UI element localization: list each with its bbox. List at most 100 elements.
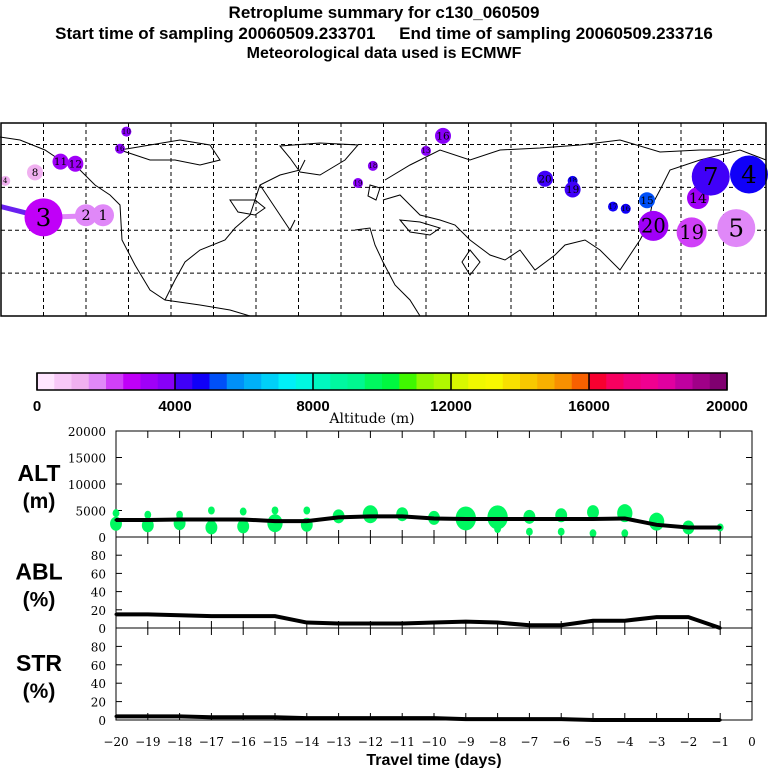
plume-circle	[717, 209, 756, 248]
colorbar-swatch	[571, 373, 590, 390]
altitude-blob	[205, 520, 218, 535]
x-tick-label: −16	[231, 735, 256, 749]
plume-point: 16	[620, 203, 631, 214]
x-tick-label: 0	[748, 735, 756, 749]
colorbar-swatch	[382, 373, 400, 390]
altitude-blob	[237, 519, 250, 534]
plume-day-label: 19	[566, 184, 579, 196]
coastline	[354, 227, 421, 317]
met-data-line: Meteorological data used is ECMWF	[246, 45, 522, 62]
data-point	[178, 518, 182, 522]
plume-circle	[0, 175, 11, 186]
data-point	[178, 613, 182, 617]
altitude-blob	[589, 529, 597, 538]
data-point	[305, 621, 309, 625]
plume-day-label: 10	[122, 128, 131, 136]
plume-circle	[639, 192, 655, 209]
plume-circle	[608, 201, 618, 212]
plume-point: 20	[537, 170, 553, 187]
colorbar-swatch	[54, 373, 72, 390]
plume-circle	[676, 217, 707, 248]
plume-point: 10	[121, 126, 132, 137]
coastline	[164, 159, 306, 301]
data-point	[146, 612, 150, 616]
data-point	[496, 621, 500, 625]
x-tick-label: −17	[199, 735, 224, 749]
panel-abl: 0 20 40 60 80 ABL (%)	[15, 536, 753, 636]
plume-point: 7	[691, 157, 730, 196]
data-point	[559, 517, 563, 521]
altitude-blob	[621, 529, 629, 538]
colorbar-swatch	[554, 373, 573, 390]
data-point	[432, 516, 436, 520]
data-point	[305, 519, 309, 523]
plume-point: 19	[353, 178, 363, 189]
colorbar-tick-label: 8000	[296, 398, 329, 415]
x-tick-label: −2	[680, 735, 698, 749]
coastline	[229, 199, 266, 216]
data-point	[209, 614, 213, 618]
colorbar-swatch	[399, 373, 417, 390]
y-tick-label: 0	[98, 531, 106, 545]
data-point	[527, 517, 531, 521]
plume-day-label: 4	[741, 160, 757, 189]
panel-alt: 0 5000 10000 15000 20000 ALT (m)	[17, 425, 753, 545]
plume-point: 15	[639, 192, 655, 209]
data-point	[400, 621, 404, 625]
plume-day-label: 5	[728, 214, 744, 243]
plume-day-label: 11	[54, 156, 67, 168]
colorbar-swatch	[416, 373, 435, 390]
plume-day-label: 7	[703, 162, 719, 191]
plume-day-label: 1	[98, 208, 107, 224]
colorbar-swatch	[640, 373, 659, 390]
plume-circle	[564, 181, 581, 198]
x-tick-label: −3	[648, 735, 666, 749]
chart-title: Retroplume summary for c130_060509	[228, 3, 540, 22]
colorbar-swatch	[537, 373, 555, 390]
plume-point: 19	[564, 181, 581, 198]
colorbar-tick-label: 12000	[430, 398, 472, 415]
colorbar-swatch	[37, 373, 55, 390]
data-point	[464, 620, 468, 624]
plume-day-label: 13	[422, 147, 431, 155]
colorbar-swatch	[261, 373, 279, 390]
altitude-blob	[271, 506, 279, 515]
plume-circle	[353, 178, 363, 189]
y-tick-label: 40	[91, 677, 106, 691]
y-axis-label: ABL	[15, 559, 62, 585]
colorbar-swatch	[468, 373, 486, 390]
plume-day-label: 19	[679, 221, 704, 244]
y-tick-label: 15000	[68, 452, 106, 466]
plume-circle	[421, 145, 431, 156]
data-point	[686, 525, 690, 529]
y-axis-label: STR	[16, 650, 62, 676]
data-point	[114, 518, 118, 522]
x-tick-label: −9	[457, 735, 475, 749]
data-point	[337, 716, 341, 720]
y-tick-label: 20	[91, 604, 106, 618]
data-point	[368, 621, 372, 625]
plume-point: 8	[27, 164, 43, 181]
data-point	[146, 714, 150, 718]
data-point	[591, 619, 595, 623]
colorbar-swatch	[192, 373, 210, 390]
colorbar-swatch	[623, 373, 642, 390]
plume-circle	[121, 126, 132, 137]
colorbar-tick-label: 20000	[706, 398, 748, 415]
colorbar-swatch	[71, 373, 90, 390]
panel-frame	[115, 627, 753, 721]
plume-circle	[115, 143, 125, 154]
y-axis-unit: (m)	[23, 490, 56, 513]
x-tick-label: −12	[358, 735, 383, 749]
coastline	[367, 184, 381, 201]
colorbar-swatch	[244, 373, 262, 390]
coastline	[382, 149, 767, 271]
colorbar-tick-label: 0	[33, 398, 41, 415]
data-point	[209, 715, 213, 719]
plume-day-label: 17	[609, 203, 618, 211]
plume-day-label: 20	[641, 215, 666, 238]
data-point	[178, 714, 182, 718]
colorbar-swatch	[692, 373, 711, 390]
colorbar-swatch	[106, 373, 124, 390]
